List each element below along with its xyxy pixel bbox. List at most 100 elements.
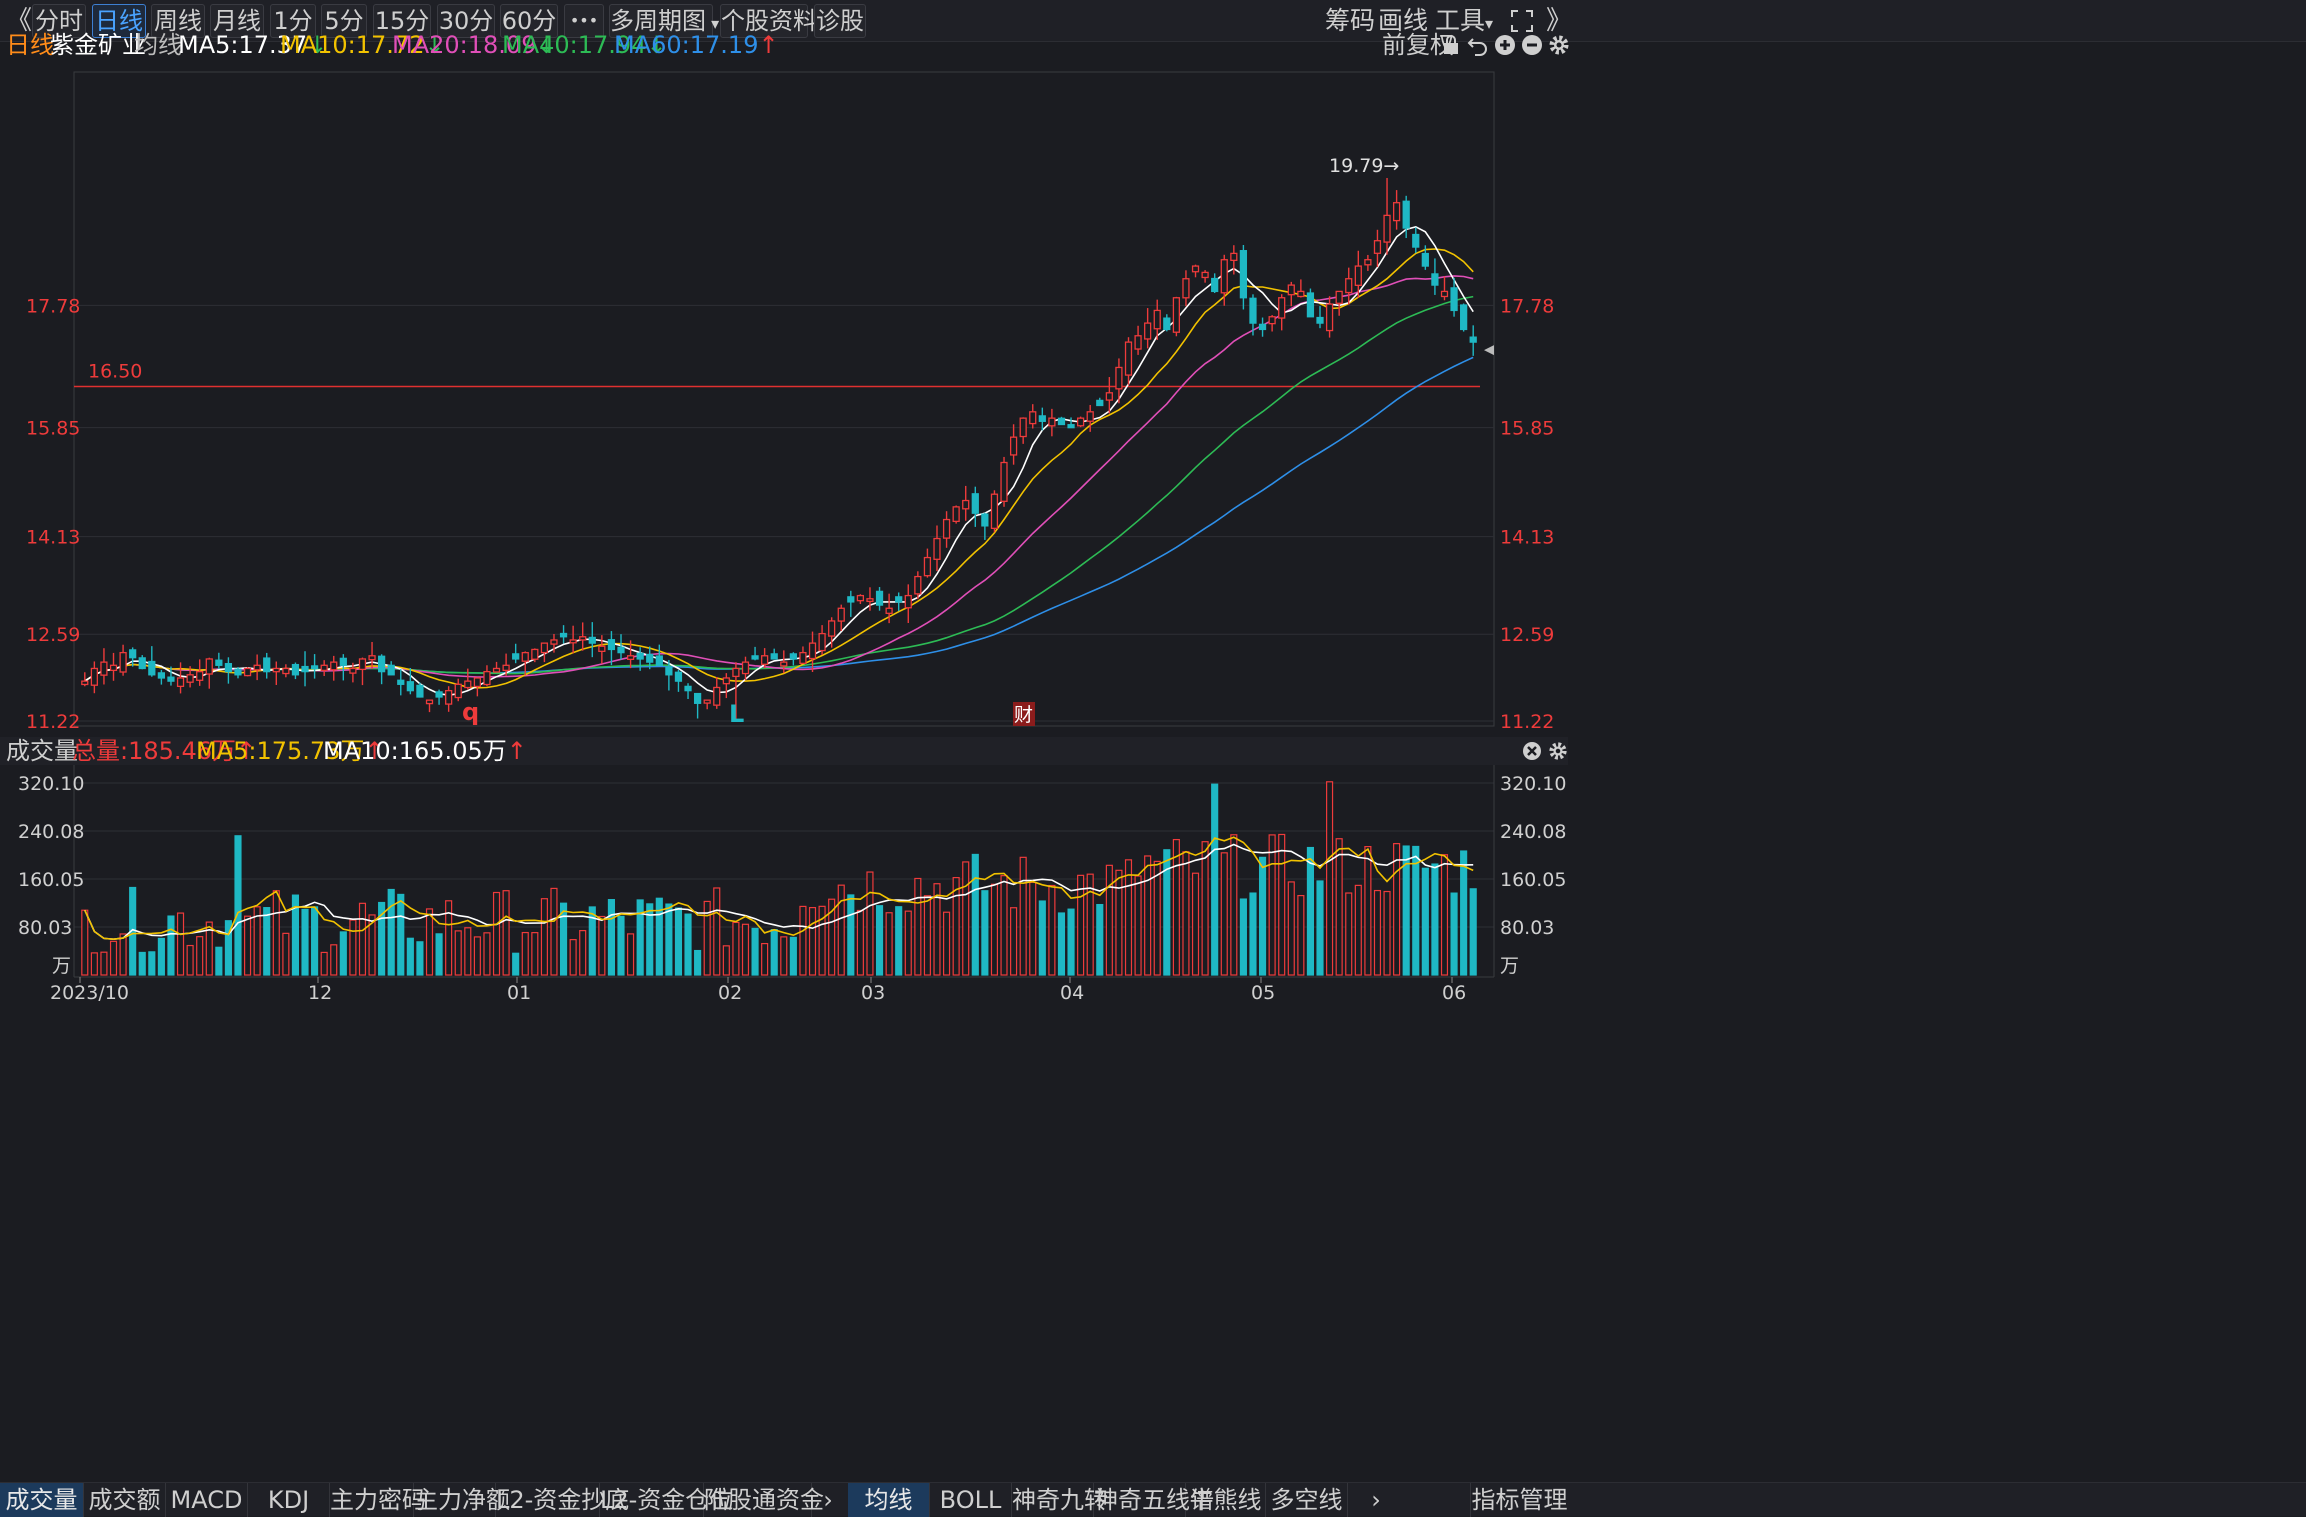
volume-bar[interactable] bbox=[627, 933, 635, 976]
candle[interactable] bbox=[598, 645, 606, 653]
volume-bar[interactable] bbox=[1249, 892, 1257, 976]
volume-bar[interactable] bbox=[713, 887, 721, 976]
candle[interactable] bbox=[895, 596, 903, 603]
candle[interactable] bbox=[818, 632, 826, 652]
candle[interactable] bbox=[761, 655, 769, 665]
volume-bar[interactable] bbox=[90, 952, 98, 976]
volume-bar[interactable] bbox=[780, 936, 788, 976]
candle[interactable] bbox=[445, 689, 453, 705]
candle[interactable] bbox=[1211, 277, 1219, 293]
adjust-mode-button[interactable]: 前复权 bbox=[1382, 31, 1454, 59]
expand-icon[interactable] bbox=[1510, 4, 1534, 38]
candle[interactable] bbox=[1077, 417, 1085, 427]
candle[interactable] bbox=[320, 664, 328, 672]
candle[interactable] bbox=[904, 594, 912, 609]
volume-bar[interactable] bbox=[272, 890, 280, 976]
candle[interactable] bbox=[129, 649, 137, 659]
volume-bar[interactable] bbox=[282, 932, 290, 976]
volume-bar[interactable] bbox=[378, 901, 386, 976]
volume-bar[interactable] bbox=[339, 931, 347, 976]
volume-bar[interactable] bbox=[741, 923, 750, 976]
volume-bar[interactable] bbox=[1373, 889, 1382, 976]
volume-bar[interactable] bbox=[770, 929, 778, 976]
volume-bar[interactable] bbox=[751, 927, 759, 976]
volume-bar[interactable] bbox=[1402, 845, 1410, 976]
volume-bar[interactable] bbox=[1038, 900, 1046, 976]
candle[interactable] bbox=[176, 677, 185, 688]
forward-icon[interactable]: 》 bbox=[1546, 6, 1573, 36]
volume-bar[interactable] bbox=[464, 927, 472, 976]
candle[interactable] bbox=[310, 665, 319, 670]
candle[interactable] bbox=[1163, 317, 1171, 331]
draw-line-button[interactable]: 画线 bbox=[1378, 6, 1429, 35]
candle[interactable] bbox=[157, 672, 166, 679]
event-marker-q[interactable]: q bbox=[462, 698, 479, 726]
candle[interactable] bbox=[1029, 411, 1037, 425]
candle[interactable] bbox=[1316, 316, 1324, 324]
volume-bar[interactable] bbox=[1306, 846, 1314, 976]
volume-bar[interactable] bbox=[148, 951, 156, 976]
candle[interactable] bbox=[406, 681, 414, 692]
zoom-in-icon[interactable] bbox=[1494, 34, 1516, 60]
volume-bar[interactable] bbox=[550, 887, 558, 976]
candle[interactable] bbox=[1230, 252, 1238, 262]
candle[interactable] bbox=[1440, 290, 1449, 298]
candle[interactable] bbox=[990, 493, 999, 529]
stock-info-button[interactable]: 个股资料 bbox=[720, 4, 817, 38]
volume-bar[interactable] bbox=[569, 939, 577, 976]
volume-bar[interactable] bbox=[1440, 854, 1449, 976]
volume-bar[interactable] bbox=[406, 937, 414, 976]
candle[interactable] bbox=[1325, 303, 1334, 332]
volume-bar[interactable] bbox=[1191, 872, 1200, 976]
candle[interactable] bbox=[1220, 259, 1228, 294]
volume-chart[interactable]: 320.10 320.10 240.08 240.08 160.05 160.05 80.0… bbox=[0, 765, 1568, 1010]
volume-bar[interactable] bbox=[933, 883, 941, 976]
volume-bar[interactable] bbox=[1278, 833, 1286, 976]
candle[interactable] bbox=[1469, 336, 1477, 343]
more-periods-button[interactable]: ••• bbox=[564, 4, 604, 38]
period-tab-daily[interactable]: 日线 bbox=[92, 4, 146, 38]
candle[interactable] bbox=[741, 661, 750, 675]
volume-bar[interactable] bbox=[1144, 855, 1152, 976]
candle[interactable] bbox=[770, 653, 778, 660]
candle[interactable] bbox=[856, 594, 865, 602]
volume-bar[interactable] bbox=[521, 931, 529, 976]
candle[interactable] bbox=[971, 493, 979, 514]
volume-bar[interactable] bbox=[387, 888, 395, 976]
earnings-marker-bg[interactable] bbox=[1013, 702, 1035, 726]
candle[interactable] bbox=[617, 646, 625, 654]
candle[interactable] bbox=[205, 658, 213, 675]
candle[interactable] bbox=[875, 590, 884, 606]
candle[interactable] bbox=[416, 684, 424, 698]
candle[interactable] bbox=[923, 556, 932, 577]
volume-bar[interactable] bbox=[176, 912, 185, 976]
lock-icon[interactable] bbox=[1440, 34, 1462, 60]
candle[interactable] bbox=[1460, 304, 1468, 331]
scroll-right-icon[interactable]: › bbox=[823, 1486, 833, 1514]
volume-bar[interactable] bbox=[588, 906, 596, 976]
candle[interactable] bbox=[1239, 250, 1248, 299]
volume-bar[interactable] bbox=[234, 835, 242, 976]
volume-bar[interactable] bbox=[263, 907, 271, 976]
volume-bar[interactable] bbox=[1450, 892, 1458, 976]
candle[interactable] bbox=[1450, 287, 1458, 312]
volume-bar[interactable] bbox=[1105, 864, 1113, 976]
candle[interactable] bbox=[148, 660, 156, 676]
indicator-manage-button[interactable]: 指标管理 bbox=[1470, 1483, 1568, 1517]
volume-bar[interactable] bbox=[301, 908, 309, 976]
volume-bar[interactable] bbox=[492, 891, 501, 976]
candle[interactable] bbox=[1421, 252, 1429, 267]
candle[interactable] bbox=[425, 699, 434, 705]
volume-bar[interactable] bbox=[502, 890, 510, 976]
candle[interactable] bbox=[885, 607, 893, 614]
volume-bar[interactable] bbox=[1029, 881, 1037, 976]
candle[interactable] bbox=[780, 661, 788, 667]
candle[interactable] bbox=[674, 671, 683, 682]
candle[interactable] bbox=[330, 661, 338, 671]
volume-bar[interactable] bbox=[1077, 874, 1085, 976]
volume-bar[interactable] bbox=[722, 945, 730, 976]
volume-bar[interactable] bbox=[1057, 912, 1066, 976]
volume-bar[interactable] bbox=[694, 949, 702, 976]
indicator-tab-5[interactable]: 主力净额 bbox=[414, 1483, 510, 1517]
volume-bar[interactable] bbox=[1316, 880, 1324, 976]
